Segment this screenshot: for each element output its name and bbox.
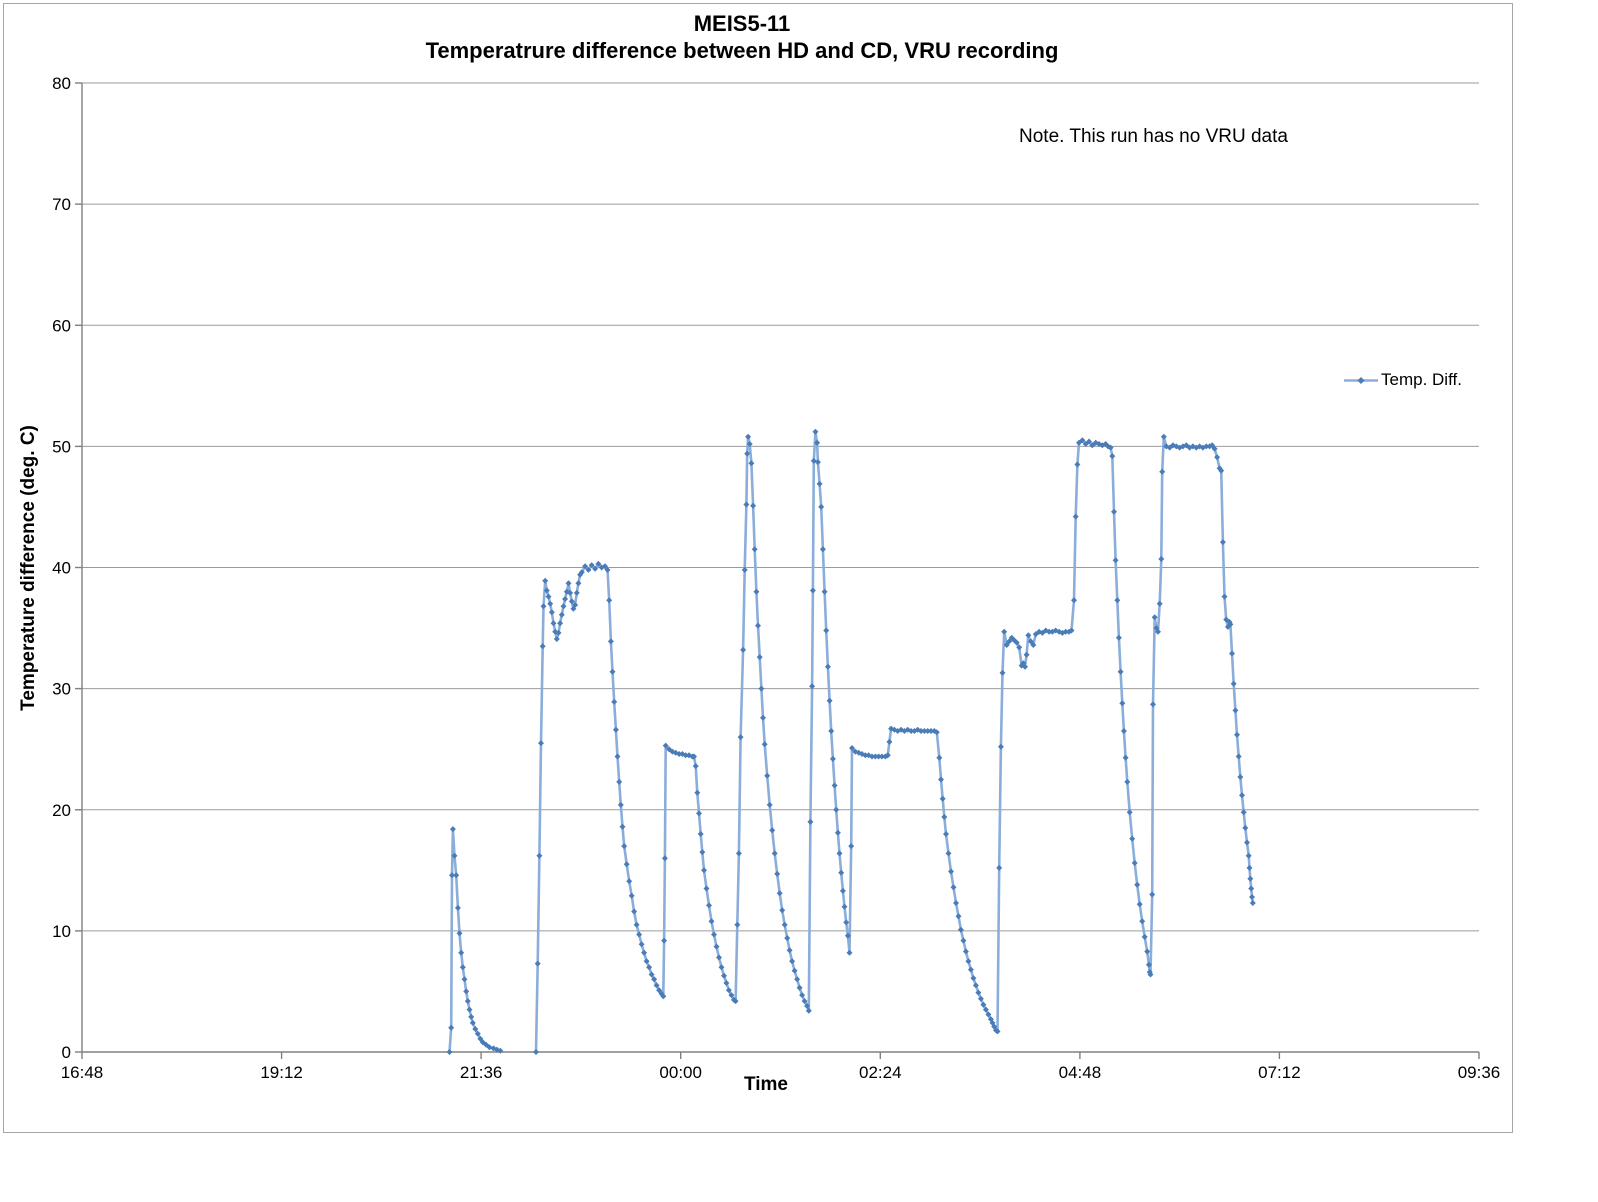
legend-line-marker-icon (1344, 376, 1378, 384)
chart-border (3, 3, 1513, 1133)
y-axis-title: Temperature difference (deg. C) (18, 425, 39, 711)
chart-title-line1: MEIS5-11 (693, 11, 791, 36)
chart-title: MEIS5-11 Temperatrure difference between… (0, 10, 1484, 64)
legend-label: Temp. Diff. (1381, 370, 1462, 389)
legend: Temp. Diff. (1344, 370, 1462, 390)
chart-title-line2: Temperatrure difference between HD and C… (425, 38, 1059, 63)
x-axis-title: Time (743, 1074, 788, 1095)
note-annotation: Note. This run has no VRU data (1019, 126, 1288, 147)
